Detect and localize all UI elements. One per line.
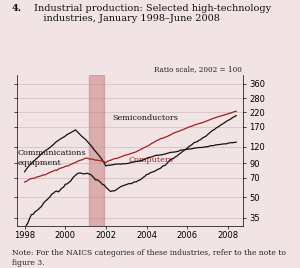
Text: Ratio scale, 2002 = 100: Ratio scale, 2002 = 100 <box>154 65 242 73</box>
Bar <box>89 75 104 226</box>
Text: Computers: Computers <box>128 156 173 164</box>
Text: Communications
equipment: Communications equipment <box>17 149 86 166</box>
Text: 4.: 4. <box>12 4 22 13</box>
Text: Semiconductors: Semiconductors <box>112 114 178 122</box>
Text: Note: For the NAICS categories of these industries, refer to the note to
figure : Note: For the NAICS categories of these … <box>12 250 286 267</box>
Text: Industrial production: Selected high-technology
   industries, January 1998–June: Industrial production: Selected high-tec… <box>34 4 272 23</box>
